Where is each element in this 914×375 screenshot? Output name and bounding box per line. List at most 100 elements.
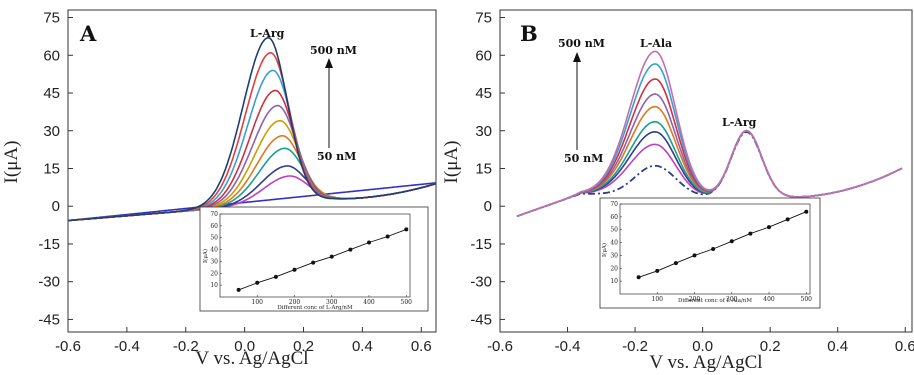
panel-a-inset-data-point xyxy=(311,260,316,265)
panel-b-peak2-label: L-Arg xyxy=(722,116,757,129)
panel-a-inset-fit-line xyxy=(238,228,407,291)
panel-a-curves xyxy=(67,36,437,222)
panel-b-inset-y-tick-label: 60 xyxy=(610,214,618,221)
panel-a-inset-y-tick-label: 70 xyxy=(210,211,218,218)
panel-a-inset-data-point xyxy=(236,287,241,292)
panel-b-inset-data-point xyxy=(655,268,660,273)
panel-b-axis-ticks: -0.6 -0.4 -0.2 0.0 0.2 0.4 0.6 -45 -30 -15 0 15 30 45… xyxy=(470,10,914,355)
panel-a-inset-data-point xyxy=(329,254,334,259)
panel-b-inset-data-point xyxy=(692,253,697,258)
panel-b-inset-x-tick-label: 100 xyxy=(652,296,664,303)
panel-a-y-tick-label: 30 xyxy=(43,123,60,140)
panel-a-inset-x-tick-label: 300 xyxy=(326,299,338,306)
panel-b-inset-fit-line xyxy=(638,211,807,278)
panel-b-inset-y-tick-label: 40 xyxy=(610,240,618,247)
panel-a-inset-ylabel: I(μA) xyxy=(202,249,209,263)
panel-b-low-conc-label: 50 nM xyxy=(564,152,603,165)
panel-b-inset-frame xyxy=(619,203,811,295)
panel-a-inset-data-point xyxy=(404,227,409,232)
panel-a-inset-frame xyxy=(219,213,411,298)
panel-b-inset-data-point xyxy=(729,239,734,244)
panel-a-inset-y-tick-label: 50 xyxy=(210,235,218,242)
panel-a-arrow-head xyxy=(325,58,333,68)
panel-a-frame xyxy=(67,9,437,333)
panel-a-inset-x-tick-label: 200 xyxy=(289,299,301,306)
panel-a-series-curve xyxy=(67,36,437,222)
panel-a-axis-ticks: -0.6 -0.4 -0.2 0.0 0.2 0.4 0.6 -45 -30 -15 0 15 30 45… xyxy=(38,10,431,355)
panel-b-inset-data-point xyxy=(748,231,753,236)
panel-b-y-tick-label: 60 xyxy=(475,47,492,64)
panel-b-inset-data-point xyxy=(636,275,641,280)
panel-a-x-tick-label: 0.2 xyxy=(293,338,314,355)
panel-a-inset-y-tick-label: 10 xyxy=(210,282,218,289)
panel-a-x-axis-label: V vs. Ag/AgCl xyxy=(195,348,308,369)
panel-a-inset-xlabel: Different conc of L-Arg/nM xyxy=(277,305,353,311)
panel-b-inset-data-point xyxy=(711,247,716,251)
panel-a-inset-data-point xyxy=(273,274,278,279)
panel-b-x-tick-label: -0.4 xyxy=(555,338,581,355)
panel-a-x-tick-label: 0.6 xyxy=(411,338,432,355)
panel-a-y-tick-label: 15 xyxy=(43,160,60,177)
panel-b-frame xyxy=(499,9,913,333)
panel-a-series-curve xyxy=(67,119,437,222)
panel-a-inset-y-tick-label: 60 xyxy=(210,223,218,230)
panel-b-series-curve xyxy=(516,50,903,218)
panel-a-inset-y-tick-label: 20 xyxy=(210,270,218,277)
panel-a-inset-data-point xyxy=(367,240,372,245)
panel-b-inset-x-tick-label: 200 xyxy=(689,296,701,303)
panel-b-inset-data-point xyxy=(767,225,772,230)
panel-a-inset-data-point xyxy=(292,267,297,272)
panel-a-inset-bg xyxy=(199,206,429,312)
panel-a-inset-y-tick-label: 30 xyxy=(210,258,218,265)
panel-b-x-tick-label: 0.0 xyxy=(692,338,713,355)
panel-a-x-tick-label: -0.6 xyxy=(55,338,81,355)
panel-b-inset-xlabel: Different conc of L-Ala/nM xyxy=(678,298,752,304)
panel-b-letter: B xyxy=(520,21,538,46)
panel-a-y-axis-label: I(μA) xyxy=(1,141,22,184)
panel-a-letter: A xyxy=(79,21,97,46)
panel-a-x-tick-label: 0.4 xyxy=(352,338,373,355)
panel-a-blank-curve xyxy=(67,182,437,222)
panel-a-x-tick-label: 0.0 xyxy=(234,338,255,355)
panel-a-y-tick-label: 0 xyxy=(52,198,60,215)
panel-b-curves xyxy=(516,50,903,218)
panel-b-inset-bg xyxy=(599,197,821,309)
panel-b-high-conc-label: 500 nM xyxy=(558,37,605,50)
panel-a-inset: 100 200 300 400 500 10 20 30 40 50 60 70 Different … xyxy=(199,206,429,312)
panel-b-inset-content: 100 200 300 400 500 10 20 30 40 50 60 70 xyxy=(610,201,812,303)
panel-a-inset-x-tick-label: 100 xyxy=(252,299,264,306)
panel-a-series-curve xyxy=(67,104,437,222)
panel-b-inset-data-point xyxy=(804,209,809,214)
panel-a-inset-x-tick-label: 500 xyxy=(401,299,413,306)
panel-a-inset-data-point xyxy=(385,234,390,239)
panel-a-y-tick-label: -45 xyxy=(38,311,60,328)
panel-b-arrow-head xyxy=(573,52,581,62)
panel-a-y-tick-label: -15 xyxy=(38,236,60,253)
panel-b-y-tick-label: -15 xyxy=(470,236,492,253)
panel-a-y-tick-label: 60 xyxy=(43,47,60,64)
panel-b-y-tick-label: 45 xyxy=(475,85,492,102)
panel-b-y-tick-label: 30 xyxy=(475,123,492,140)
panel-a-high-conc-label: 500 nM xyxy=(310,44,357,57)
panel-b-x-tick-label: -0.6 xyxy=(487,338,513,355)
panel-b-peak1-label: L-Ala xyxy=(640,37,672,50)
panel-a-x-tick-label: -0.2 xyxy=(173,338,199,355)
panel-a-inset-y-tick-label: 40 xyxy=(210,247,218,254)
panel-b-inset-y-tick-label: 10 xyxy=(610,278,618,285)
panel-a-peak-label: L-Arg xyxy=(250,27,285,40)
panel-a-y-tick-label: 45 xyxy=(43,85,60,102)
panel-b-x-tick-label: 0.4 xyxy=(827,338,848,355)
panel-b-y-tick-label: -30 xyxy=(470,274,492,291)
panel-b-inset-y-tick-label: 50 xyxy=(610,227,618,234)
panel-b-inset-x-tick-label: 500 xyxy=(801,296,813,303)
panel-b-x-tick-label: -0.2 xyxy=(622,338,648,355)
panel-a-inset-content: 100 200 300 400 500 10 20 30 40 50 60 70 xyxy=(210,211,412,306)
panel-b-inset-x-tick-label: 400 xyxy=(763,296,775,303)
panel-b-x-tick-label: 0.2 xyxy=(760,338,781,355)
panel-b-inset-y-tick-label: 70 xyxy=(610,201,618,208)
panel-b: -0.6 -0.4 -0.2 0.0 0.2 0.4 0.6 -45 -30 -15 0 15 30 45… xyxy=(441,9,914,373)
panel-a-inset-data-point xyxy=(348,247,353,252)
panel-b-x-tick-label: 0.6 xyxy=(895,338,914,355)
panel-b-inset-y-tick-label: 30 xyxy=(610,252,618,259)
